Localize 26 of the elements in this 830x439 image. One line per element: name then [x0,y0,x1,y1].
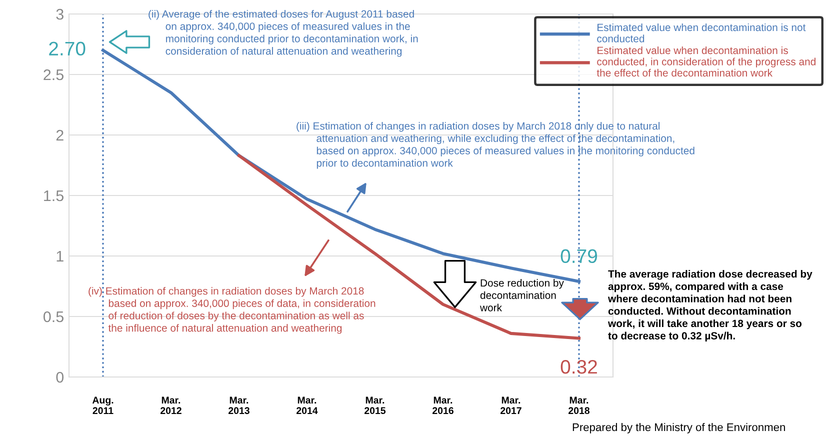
y-tick-label: 0.5 [44,311,64,322]
annotation: (ii) Average of the estimated doses for August 2011 based on approx. 340,000 pieces of measured values in the monitoring conducted prior to decontamination work, in consideration of natural attenuation and weathering [148,10,418,57]
y-tick-label: 1.5 [44,190,64,202]
x-tick-label: Mar. 2015 [364,396,386,414]
annotation: Dose reduction by decontamination work [480,279,564,312]
x-tick-label: Mar. 2017 [500,396,522,414]
x-tick-label: Mar. 2014 [296,396,318,414]
x-tick-label: Mar. 2018 [568,396,590,414]
legend-label: Estimated value when decontamination is conducted, in consideration of the progress and the effect of the decontamination work [596,46,816,77]
annotation: 0.32 [560,360,597,374]
legend-label: Estimated value when decontamination is not conducted [597,23,806,42]
x-tick-label: Aug. 2011 [92,396,114,414]
y-tick-label: 1 [56,251,64,262]
annotation: (iii) Estimation of changes in radiation doses by March 2018 only due to natural attenuation and weathering, while excluding the effect of the decontamination, based on approx. 340,000 pieces of measured values in the monitoring conducted prior to decontamination work [296,122,694,169]
annotation: (iv) Estimation of changes in radiation doses by March 2018 based on approx. 340,000 pieces of data, in consideration of reduction of doses by the decontamination as well as the influence of natural attenuation and weathering [88,287,376,334]
text: Prepared by the Ministry of the Environmen [572,423,785,434]
y-tick-label: 3 [56,8,64,20]
annotation: 0.79 [560,249,598,264]
annotation: The average radiation dose decreased by approx. 59%, compared with a case where decontamination had not been conducted. Without decontamination work, it will take another 18 years or so to decrease to 0.32 µSv/h. [608,270,812,342]
x-tick-label: Mar. 2012 [160,396,182,414]
x-tick-label: Mar. 2013 [228,396,250,414]
y-tick-label: 2.5 [44,69,64,80]
annotation: 2.70 [49,42,86,56]
x-tick-label: Mar. 2016 [432,396,454,414]
y-tick-label: 2 [56,130,64,141]
y-tick-label: 0 [56,372,64,383]
